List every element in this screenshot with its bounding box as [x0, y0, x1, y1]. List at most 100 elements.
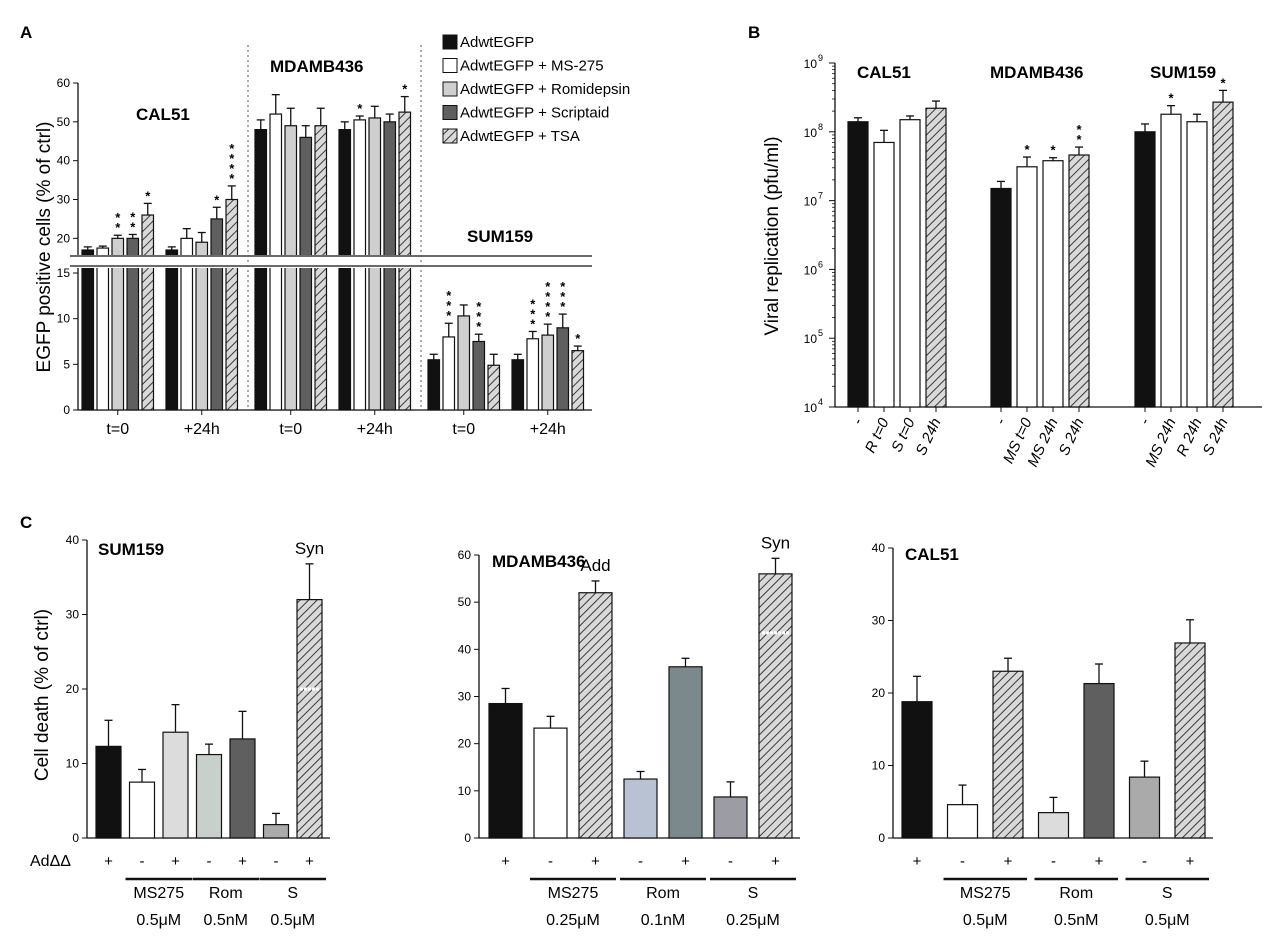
y-tick-label: 40	[66, 533, 80, 547]
error-bar	[1004, 657, 1012, 672]
adddd-sign: +	[501, 853, 510, 870]
error-bar	[997, 180, 1005, 189]
y-tick-label: 0	[63, 403, 70, 417]
bar-sum159-24h-1	[526, 338, 540, 411]
error-bar	[305, 563, 314, 600]
y-tick-label: 50	[458, 595, 472, 609]
error-bar	[286, 107, 295, 126]
y-tick-exp: 8	[818, 122, 823, 132]
bar-sum159-t0-2	[457, 315, 471, 411]
error-bar	[958, 784, 967, 805]
error-bar	[501, 687, 510, 704]
treatment-name: Rom	[209, 885, 243, 902]
adddd-sign: -	[960, 853, 965, 870]
error-bar	[1140, 760, 1149, 778]
title-cal51: CAL51	[136, 105, 190, 124]
legend-label: AdwtEGFP	[460, 34, 534, 51]
legend-item: AdwtEGFP + TSA	[442, 128, 580, 145]
error-bar	[98, 245, 107, 249]
y-tick-exp: 4	[818, 397, 823, 407]
y-tick-label: 30	[872, 614, 886, 628]
star: *	[446, 288, 452, 303]
error-bar	[212, 206, 221, 219]
bar-sum159-0	[1134, 131, 1156, 408]
y-tick-label: 40	[458, 642, 472, 656]
bar-cal51-24h-3	[210, 218, 224, 411]
y-tick-base: 10	[804, 126, 818, 140]
significance-stars: **	[115, 210, 121, 235]
subplot-mdamb436: 0 10 20 30 40 50 60 MDAMB436 + - + - + - + Add Syn MS275 0…	[458, 533, 800, 929]
legend-swatch	[442, 34, 458, 50]
bar-mdamb436-t0-0	[254, 129, 268, 411]
bar-sum159-2	[1186, 121, 1208, 408]
panel-b-letter: B	[748, 23, 760, 42]
bar-sum159-3	[1212, 101, 1234, 408]
bar-0	[901, 701, 933, 839]
x-group-label: t=0	[106, 421, 129, 438]
bar-sum159-24h-3	[556, 327, 570, 411]
bar-sum159-t0-3	[472, 340, 486, 411]
group-title: SUM159	[1150, 63, 1216, 82]
y-tick-label: 15	[57, 266, 71, 280]
error-bar	[1193, 113, 1201, 122]
bar-cal51-2	[899, 119, 921, 408]
error-bar	[256, 119, 265, 130]
bar-2	[992, 670, 1024, 839]
treatment-dose: 0.1nM	[641, 912, 685, 929]
y-tick-label: 10 6	[804, 259, 823, 277]
bar-4	[1083, 682, 1115, 839]
star: *	[476, 299, 482, 314]
error-bar	[543, 323, 552, 336]
adddd-sign: -	[728, 853, 733, 870]
significance-star: *	[1050, 143, 1056, 158]
y-tick-label: 10 8	[804, 122, 823, 140]
bar-2	[162, 731, 189, 839]
bar-3	[623, 778, 658, 839]
error-bar	[444, 322, 453, 337]
y-tick-exp: 7	[818, 191, 823, 201]
x-tick-label: R t=0	[862, 415, 893, 456]
bar-4	[668, 666, 703, 839]
treatment-dose: 0.5nM	[1054, 912, 1098, 929]
star: *	[476, 309, 482, 324]
error-bar	[573, 345, 582, 351]
error-bar	[205, 743, 213, 755]
star: *	[530, 306, 536, 321]
legend-item: AdwtEGFP + Scriptaid	[442, 105, 609, 122]
error-bar	[546, 715, 555, 729]
star: *	[560, 299, 566, 314]
star: *	[229, 171, 235, 186]
y-tick-exp: 6	[818, 259, 823, 269]
star: *	[545, 309, 551, 324]
adddd-sign: -	[1051, 853, 1056, 870]
x-tick-label: -	[992, 416, 1010, 428]
star: *	[575, 331, 581, 346]
bar-sum159-t0-4	[487, 364, 501, 411]
subplot-title: SUM159	[98, 540, 164, 559]
y-tick-label: 60	[458, 548, 472, 562]
y-tick-label: 30	[458, 690, 472, 704]
adddd-sign: +	[591, 853, 600, 870]
y-tick-label: 30	[66, 608, 80, 622]
star: *	[530, 316, 536, 331]
y-tick-label: 20	[57, 231, 71, 245]
adddd-sign: -	[274, 853, 279, 870]
y-tick-label: 10	[872, 759, 886, 773]
bar-mdamb436-t0-3	[299, 136, 313, 411]
error-bar	[913, 675, 921, 702]
legend-item: AdwtEGFP + Romidepsin	[442, 81, 630, 98]
error-bar	[271, 94, 280, 115]
legend-swatch	[442, 58, 458, 73]
bar-5	[262, 823, 290, 839]
adddd-sign: -	[207, 853, 212, 870]
row-label-addd: AdΔΔ	[30, 853, 71, 870]
treatment-dose: 0.5μM	[136, 912, 181, 929]
treatment-dose: 0.5μM	[1145, 912, 1190, 929]
star: *	[130, 209, 136, 224]
error-bar	[636, 770, 645, 780]
significance-stars: ****	[545, 279, 551, 324]
star: *	[115, 210, 121, 225]
error-bar	[429, 353, 438, 360]
error-bar	[167, 246, 176, 250]
legend-swatch	[442, 81, 458, 97]
